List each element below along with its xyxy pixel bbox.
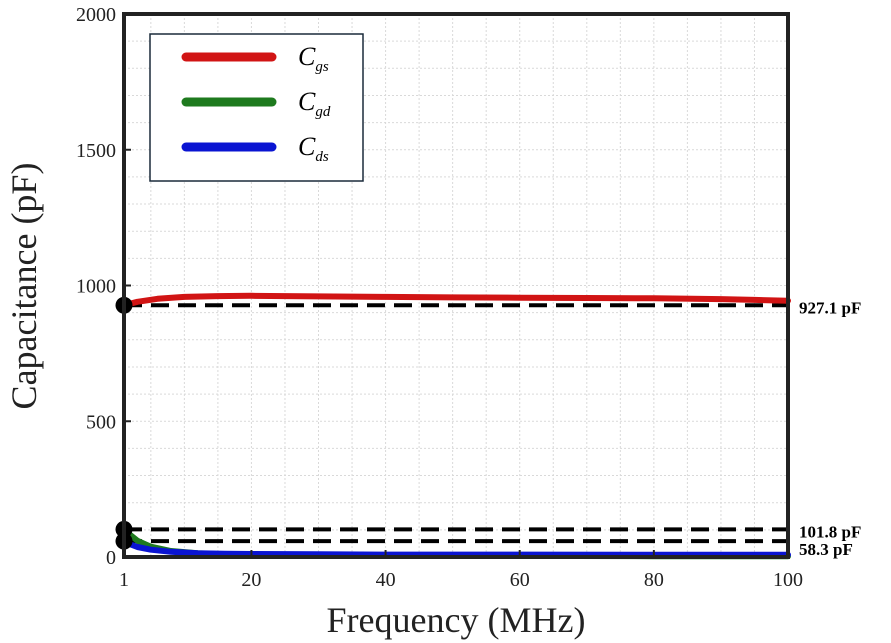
x-tick-label: 80 (644, 569, 664, 591)
reference-label: 58.3 pF (799, 540, 853, 559)
y-tick-label: 0 (106, 547, 116, 569)
x-tick-label: 20 (241, 569, 261, 591)
x-tick-label: 60 (510, 569, 530, 591)
y-tick-label: 2000 (76, 4, 116, 26)
series-line-cgs (121, 292, 791, 309)
y-axis-title: Capacitance (pF) (4, 163, 44, 410)
x-axis-title: Frequency (MHz) (327, 600, 586, 640)
reference-label: 101.8 pF (799, 522, 861, 541)
start-markers (115, 296, 133, 550)
reference-label: 927.1 pF (799, 298, 861, 317)
x-tick-label: 40 (376, 569, 396, 591)
y-tick-label: 500 (86, 411, 116, 433)
reference-lines (124, 303, 788, 544)
x-tick-label: 1 (119, 569, 129, 591)
y-tick-label: 1000 (76, 276, 116, 298)
x-tick-label: 100 (773, 569, 803, 591)
grid (124, 14, 788, 557)
y-tick-label: 1500 (76, 140, 116, 162)
